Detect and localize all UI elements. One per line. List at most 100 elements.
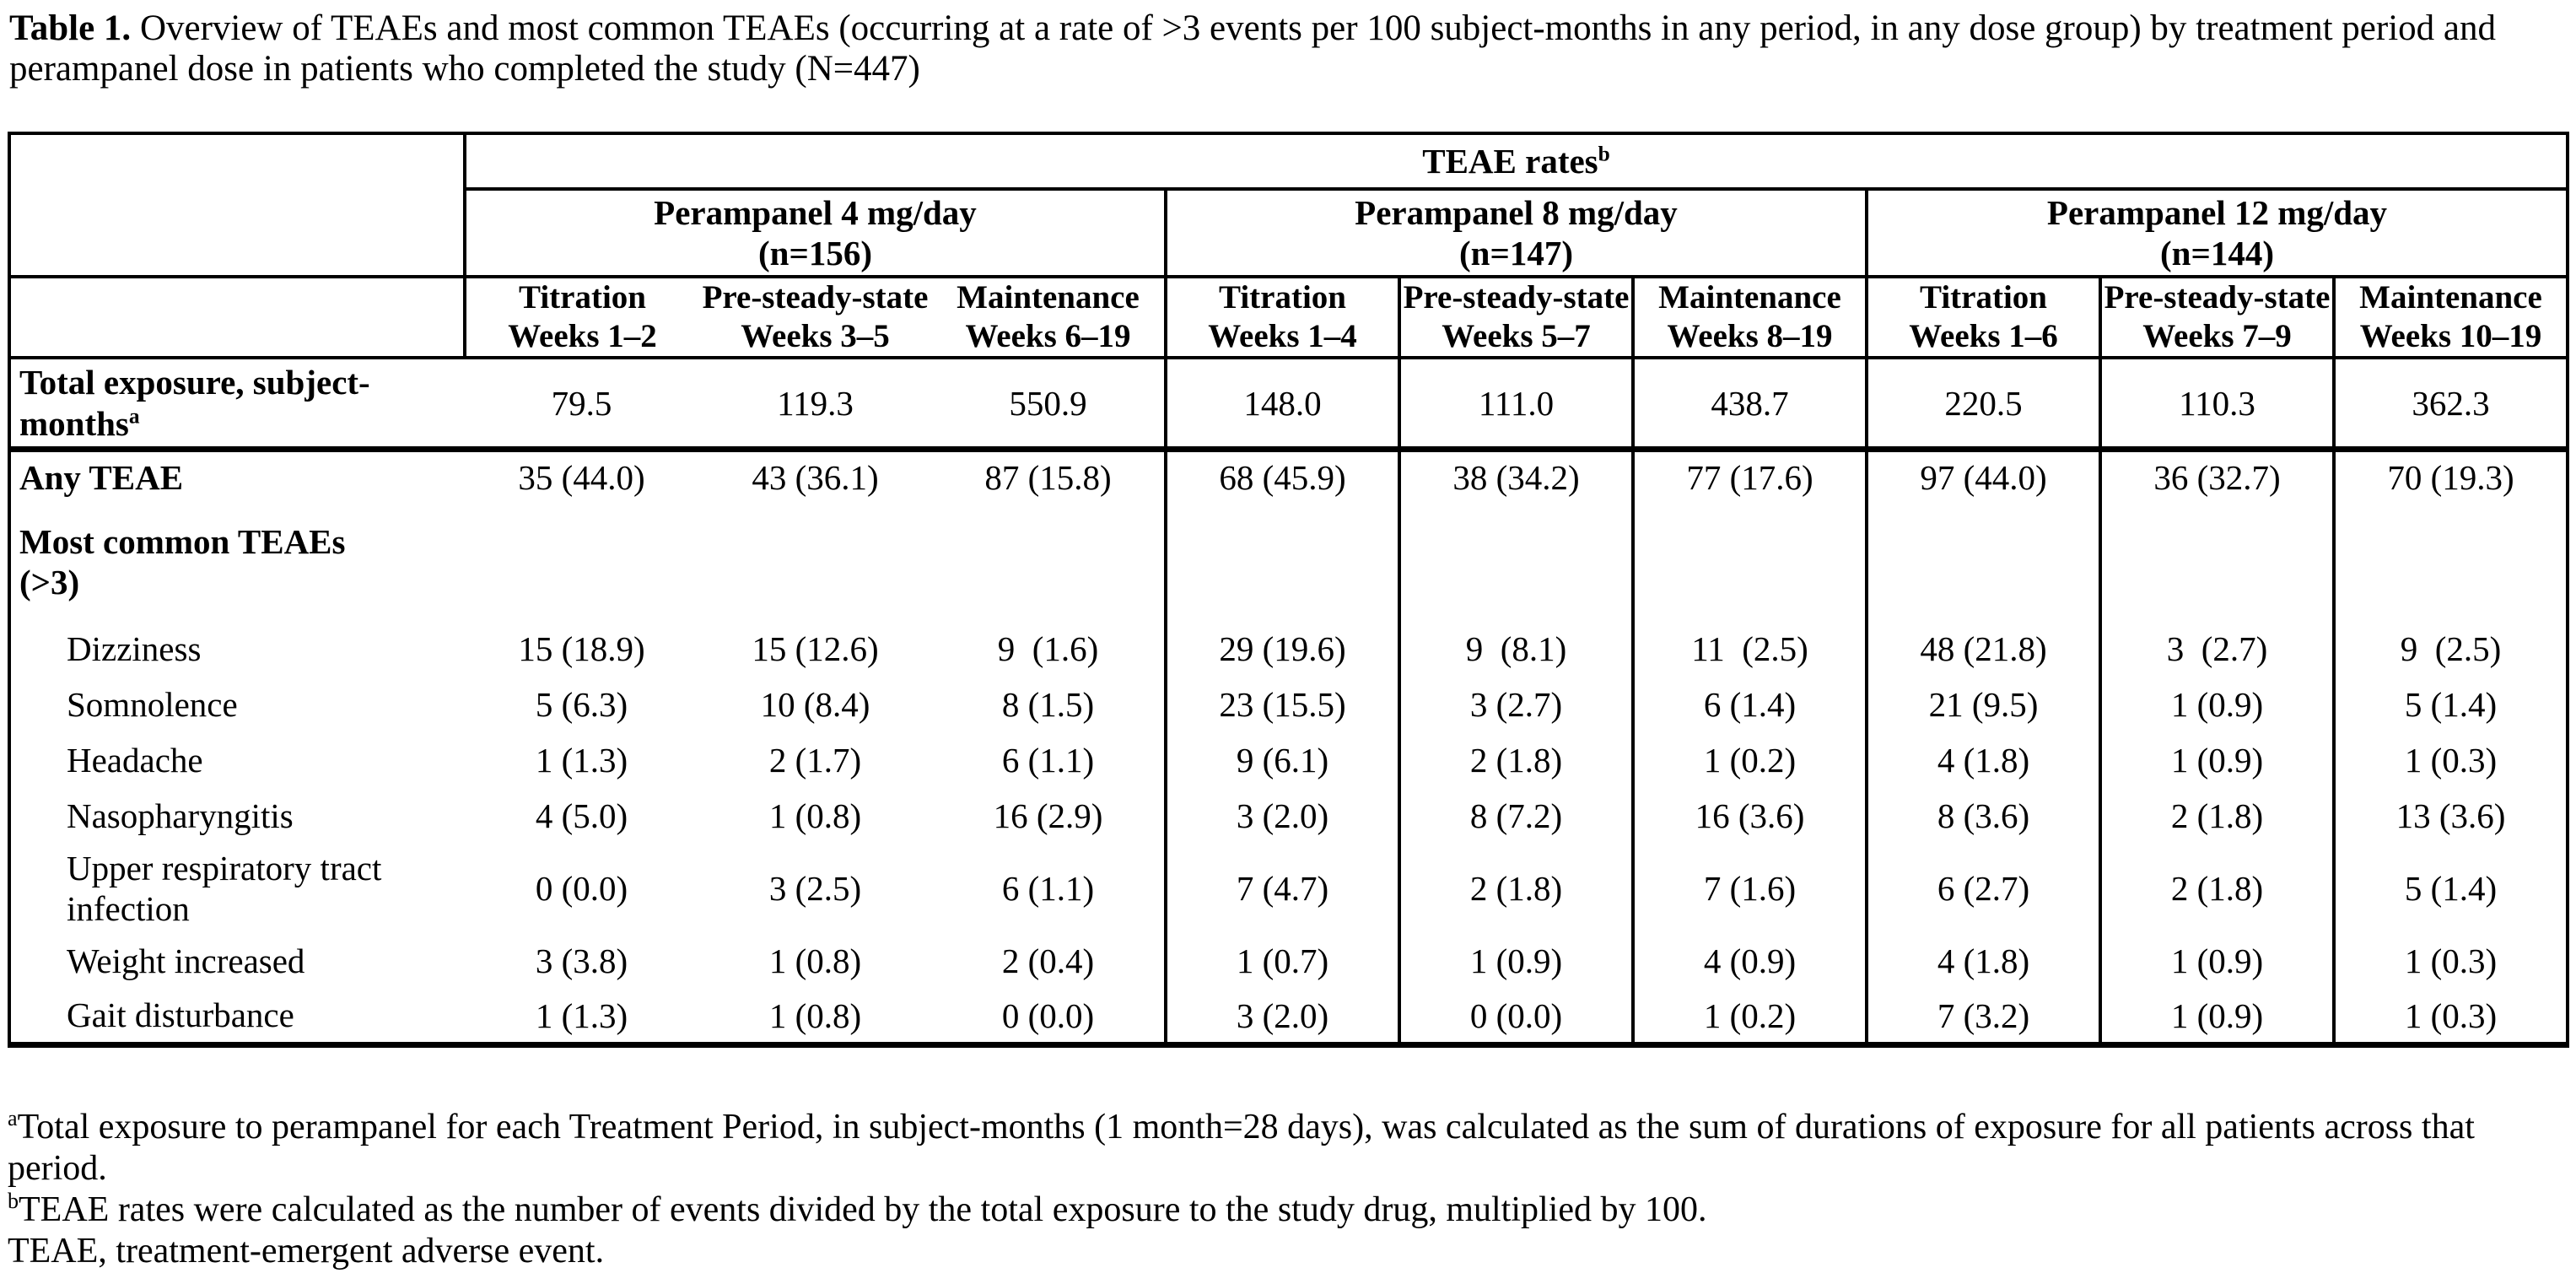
value-cell: 1 (1.3) [535, 741, 628, 780]
row-label: Nasopharyngitis [67, 796, 294, 836]
value-cell [1398, 503, 1633, 622]
period-header-8mg-presteady: Pre-steady-state Weeks 5–7 [1398, 277, 1633, 360]
row-label: Most common TEAEs (>3) [19, 521, 346, 602]
value-cell: 7 (3.2) [1865, 989, 2100, 1045]
value-cell: 9 (8.1) [1398, 621, 1633, 677]
period-header-8mg-maintenance: Maintenance Weeks 8–19 [1631, 277, 1867, 360]
header-row-dose-groups: Perampanel 4 mg/day (n=156) Perampanel 8 … [9, 189, 2568, 279]
table-row-nasopharyngitis: Nasopharyngitis 4 (5.0) 1 (0.8) 16 (2.9)… [9, 788, 2568, 844]
value-cell: 2 (1.7) [768, 741, 862, 780]
abbreviation-note: TEAE, treatment-emergent adverse event. [8, 1232, 605, 1271]
value-cell: 119.3 [698, 358, 932, 452]
value-cell: 5 (6.3) [535, 685, 628, 725]
period-header-12mg-presteady: Pre-steady-state Weeks 7–9 [2099, 277, 2334, 360]
value-cell [1164, 503, 1399, 622]
value-cell: 38 (34.2) [1398, 449, 1633, 504]
value-cell: 70 (19.3) [2332, 449, 2568, 504]
row-label: Any TEAE [19, 457, 184, 497]
value-cell: 87 (15.8) [984, 458, 1112, 498]
value-cell: 68 (45.9) [1164, 449, 1399, 504]
table-row-headache: Headache 1 (1.3) 2 (1.7) 6 (1.1) 9 (6.1)… [9, 732, 2568, 789]
value-cell: 8 (3.6) [1865, 788, 2100, 844]
table-row-total-exposure: Total exposure, subject-monthsa 79.5 119… [9, 358, 2568, 452]
period-header-8mg-titration: Titration Weeks 1–4 [1164, 277, 1399, 360]
value-cell: 35 (44.0) [518, 458, 645, 498]
value-cell [698, 503, 932, 621]
table-title-label: Table 1. [9, 8, 132, 48]
value-cell: 16 (2.9) [993, 796, 1103, 836]
value-cell: 1 (0.9) [1398, 933, 1633, 990]
footnote-b: bTEAE rates were calculated as the numbe… [8, 1189, 1707, 1230]
value-cell: 5 (1.4) [2332, 844, 2568, 934]
value-cell: 3 (2.7) [1398, 677, 1633, 733]
value-cell: 3 (2.5) [768, 869, 862, 909]
value-cell [1631, 503, 1867, 622]
table-row-gait-disturbance: Gait disturbance 1 (1.3) 1 (0.8) 0 (0.0)… [9, 989, 2568, 1045]
footnote-marker-b: b [8, 1189, 19, 1214]
value-cell: 110.3 [2099, 358, 2334, 452]
value-cell: 111.0 [1398, 358, 1633, 452]
value-cell: 1 (1.3) [535, 995, 628, 1035]
value-cell: 77 (17.6) [1631, 449, 1867, 504]
value-cell: 220.5 [1865, 358, 2100, 452]
row-label: Total exposure, subject-monthsa [9, 358, 465, 452]
value-cell: 16 (3.6) [1631, 788, 1867, 844]
value-cell: 3 (3.8) [535, 941, 628, 981]
table-row-weight-increased: Weight increased 3 (3.8) 1 (0.8) 2 (0.4)… [9, 933, 2568, 990]
value-cell: 4 (1.8) [1865, 933, 2100, 990]
row-label: Headache [67, 741, 203, 780]
value-cell: 1 (0.3) [2332, 933, 2568, 990]
value-cell: 3 (2.0) [1164, 788, 1399, 844]
value-cell: 9 (6.1) [1164, 732, 1399, 789]
value-cell: 1 (0.9) [2099, 989, 2334, 1045]
value-cell: 2 (1.8) [2099, 844, 2334, 934]
value-cell: 1 (0.9) [2099, 677, 2334, 733]
value-cell: 4 (1.8) [1865, 732, 2100, 789]
value-cell: 6 (1.1) [1001, 741, 1095, 780]
row-label: Somnolence [67, 685, 238, 725]
teae-rates-label: TEAE rates [1422, 142, 1598, 181]
value-cell: 6 (1.1) [1001, 869, 1095, 909]
row-label: Upper respiratory tract infection [67, 848, 382, 929]
footnote-a: aTotal exposure to perampanel for each T… [8, 1105, 2475, 1188]
value-cell: 4 (0.9) [1631, 933, 1867, 990]
corner-blank-cell [9, 133, 466, 190]
value-cell: 7 (4.7) [1164, 844, 1399, 934]
value-cell: 550.9 [932, 358, 1166, 452]
table-row-somnolence: Somnolence 5 (6.3) 10 (8.4) 8 (1.5) 23 (… [9, 677, 2568, 733]
value-cell: 97 (44.0) [1865, 449, 2100, 504]
value-cell: 10 (8.4) [760, 685, 870, 725]
group-header-8mg: Perampanel 8 mg/day (n=147) [1164, 189, 1867, 279]
value-cell: 8 (7.2) [1398, 788, 1633, 844]
period-header-12mg-maintenance: Maintenance Weeks 10–19 [2332, 277, 2568, 360]
value-cell: 1 (0.9) [2099, 933, 2334, 990]
value-cell: 9 (2.5) [2332, 621, 2568, 677]
value-cell: 3 (2.7) [2099, 621, 2334, 677]
value-cell: 1 (0.3) [2332, 989, 2568, 1045]
row-label: Weight increased [67, 941, 305, 981]
value-cell [932, 503, 1166, 621]
table-title-text: Overview of TEAEs and most common TEAEs … [9, 8, 2496, 89]
row-label: Dizziness [67, 629, 202, 669]
value-cell: 1 (0.2) [1631, 989, 1867, 1045]
value-cell [2099, 503, 2334, 622]
value-cell: 362.3 [2332, 358, 2568, 452]
value-cell: 1 (0.8) [768, 941, 862, 981]
period-header-4mg-maintenance: Maintenance Weeks 6–19 [932, 277, 1166, 360]
value-cell: 23 (15.5) [1164, 677, 1399, 733]
value-cell: 0 (0.0) [1001, 995, 1095, 1035]
value-cell: 21 (9.5) [1865, 677, 2100, 733]
blank-cell [9, 277, 466, 360]
value-cell: 2 (1.8) [1398, 844, 1633, 934]
blank-cell [9, 189, 466, 279]
group-header-12mg: Perampanel 12 mg/day (n=144) [1865, 189, 2568, 279]
value-cell: 48 (21.8) [1865, 621, 2100, 677]
value-cell: 2 (0.4) [1001, 941, 1095, 981]
value-cell: 2 (1.8) [2099, 788, 2334, 844]
value-cell: 148.0 [1164, 358, 1399, 452]
teae-rates-header: TEAE ratesb [465, 133, 2568, 192]
value-cell: 438.7 [1631, 358, 1867, 452]
period-header-4mg-titration: Titration Weeks 1–2 [465, 277, 698, 360]
header-row-periods: Titration Weeks 1–2 Pre-steady-state Weeks… [9, 277, 2568, 360]
value-cell: 1 (0.7) [1164, 933, 1399, 990]
